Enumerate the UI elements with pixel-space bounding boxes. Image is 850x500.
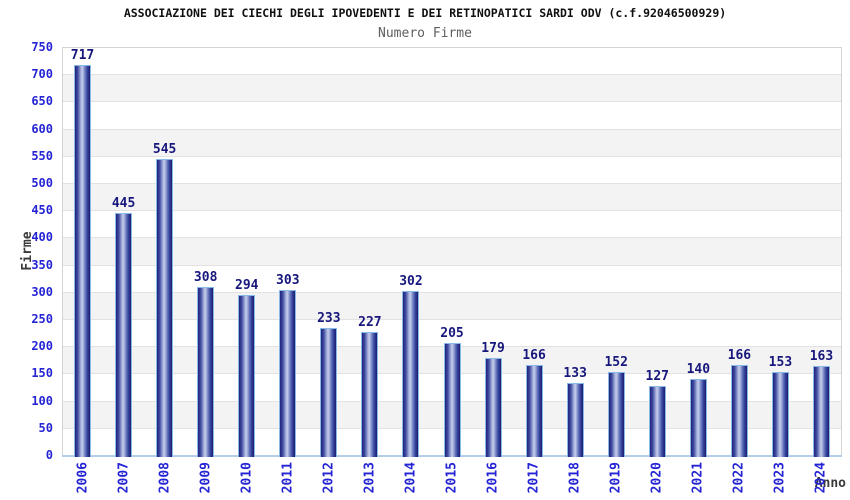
- plot-band: [62, 155, 842, 183]
- bar-value-label: 163: [809, 349, 834, 364]
- plot-band: [62, 183, 842, 211]
- x-tick-label: 2017: [526, 462, 542, 494]
- bar-2019: [607, 372, 625, 457]
- x-tick-label: 2022: [731, 462, 747, 494]
- y-tick-label: 700: [31, 67, 53, 82]
- bar-value-label: 140: [686, 362, 711, 377]
- y-tick-label: 650: [31, 94, 53, 109]
- bar-value-label: 127: [645, 369, 669, 384]
- bar-2006: [74, 65, 92, 457]
- plot-band: [62, 210, 842, 238]
- bar-2015: [443, 343, 461, 457]
- x-tick-label: 2009: [198, 462, 214, 494]
- bar-value-label: 166: [522, 348, 546, 363]
- grid-line: [62, 237, 842, 239]
- x-axis-title: Anno: [814, 476, 846, 491]
- grid-line: [62, 183, 842, 184]
- grid-line: [62, 210, 842, 212]
- x-tick-label: 2015: [444, 462, 460, 494]
- bar-value-label: 153: [768, 355, 793, 370]
- y-tick-label: 150: [31, 366, 53, 381]
- bar-value-label: 152: [604, 355, 628, 370]
- y-tick-label: 350: [31, 257, 53, 272]
- grid-line: [62, 101, 842, 103]
- bar-2017: [525, 365, 543, 457]
- bar-2008: [156, 159, 174, 457]
- plot-band: [62, 128, 842, 156]
- bar-2022: [730, 365, 748, 457]
- bar-2007: [115, 213, 133, 457]
- y-tick-label: 0: [45, 448, 53, 462]
- grid-line: [62, 291, 842, 293]
- y-tick-label: 450: [31, 203, 53, 218]
- bar-2012: [320, 328, 338, 457]
- bar-2013: [361, 332, 379, 457]
- x-tick-label: 2024: [813, 462, 829, 494]
- bar-2010: [238, 295, 256, 457]
- plot-band: [62, 74, 842, 102]
- x-tick-label: 2020: [649, 462, 665, 494]
- chart-title: ASSOCIAZIONE DEI CIECHI DEGLI IPOVEDENTI…: [123, 6, 727, 20]
- plot-band: [62, 264, 842, 292]
- bar-value-label: 303: [276, 273, 300, 288]
- bar-value-label: 294: [234, 278, 259, 293]
- x-tick-label: 2014: [403, 462, 419, 494]
- bar-value-label: 205: [440, 326, 464, 341]
- y-tick-label: 100: [31, 393, 53, 408]
- grid-line: [62, 155, 842, 157]
- x-tick-label: 2023: [772, 462, 788, 494]
- bar-value-label: 166: [727, 348, 752, 363]
- bar-value-label: 302: [399, 274, 423, 289]
- chart-subtitle: Numero Firme: [378, 26, 472, 41]
- bar-2024: [812, 366, 830, 457]
- bar-2009: [197, 287, 215, 457]
- x-tick-label: 2013: [362, 462, 378, 494]
- x-tick-label: 2016: [485, 462, 501, 494]
- x-tick-label: 2006: [75, 462, 91, 494]
- bar-value-label: 717: [70, 48, 95, 63]
- bar-2018: [566, 383, 584, 457]
- y-tick-label: 600: [31, 121, 53, 136]
- bar-value-label: 545: [152, 142, 177, 157]
- bar-2014: [402, 291, 420, 457]
- bar-value-label: 227: [358, 315, 382, 330]
- y-tick-label: 400: [31, 230, 53, 245]
- bar-2023: [771, 372, 789, 457]
- plot-band: [62, 101, 842, 129]
- bar-value-label: 179: [481, 341, 505, 356]
- y-tick-label: 500: [31, 176, 53, 190]
- plot-band: [62, 291, 842, 319]
- grid-line: [62, 264, 842, 266]
- grid-line: [62, 319, 842, 320]
- bar-value-label: 445: [111, 196, 136, 211]
- grid-line: [62, 128, 842, 130]
- x-tick-label: 2010: [239, 462, 255, 494]
- bar-2011: [279, 290, 297, 457]
- x-tick-label: 2019: [608, 462, 624, 494]
- y-tick-label: 300: [31, 284, 53, 299]
- y-tick-label: 550: [31, 148, 53, 163]
- x-tick-label: 2021: [690, 462, 706, 494]
- bar-2016: [484, 358, 502, 457]
- y-tick-label: 750: [31, 40, 53, 54]
- plot-band: [62, 319, 842, 347]
- grid-line: [62, 74, 842, 76]
- x-tick-label: 2012: [321, 462, 337, 494]
- plot-band: [62, 237, 842, 265]
- plot-band: [62, 47, 842, 75]
- bar-2021: [689, 379, 707, 457]
- y-tick-label: 200: [31, 339, 53, 354]
- bar-value-label: 133: [563, 366, 587, 381]
- bar-value-label: 308: [193, 270, 218, 285]
- x-tick-label: 2008: [157, 462, 173, 494]
- bar-value-label: 233: [317, 311, 341, 326]
- x-tick-label: 2007: [116, 462, 132, 494]
- bar-2020: [648, 386, 666, 457]
- y-tick-label: 250: [31, 312, 53, 326]
- plot-border: [62, 47, 842, 455]
- y-tick-label: 50: [38, 420, 53, 435]
- x-tick-label: 2011: [280, 462, 296, 494]
- x-tick-label: 2018: [567, 462, 583, 494]
